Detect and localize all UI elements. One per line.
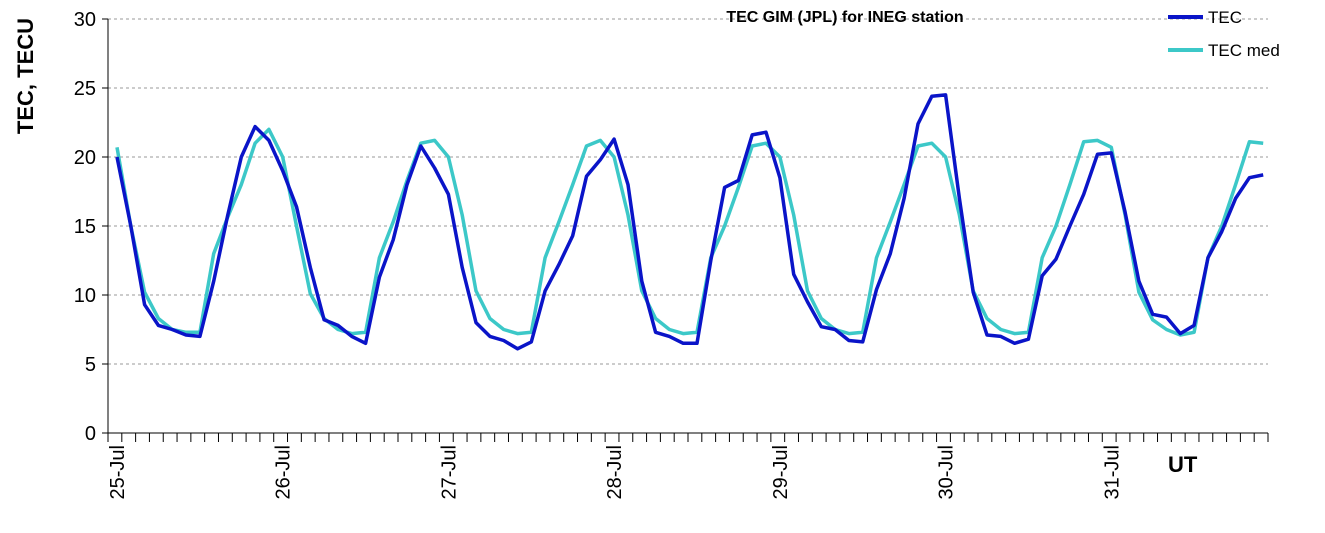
- gridlines: [108, 18, 1268, 365]
- y-tick-label: 25: [74, 78, 96, 100]
- x-tick-label: 27-Jul: [438, 445, 460, 499]
- series-line-tec: [115, 93, 1264, 351]
- x-axis-label: UT: [1168, 452, 1198, 477]
- x-tick-label: 29-Jul: [770, 445, 792, 499]
- y-axis: 0 5 10 15 20 25 30: [74, 9, 109, 445]
- legend: TEC TEC med: [1168, 8, 1280, 60]
- x-tick-label: 30-Jul: [936, 445, 958, 499]
- y-tick-label: 10: [74, 285, 96, 307]
- x-tick-label: 26-Jul: [273, 445, 295, 499]
- y-tick-label: 30: [74, 9, 96, 31]
- x-axis: 25-Jul 26-Jul 27-Jul 28-Jul 29-Jul 30-Jul 31-J…: [107, 432, 1269, 499]
- legend-label-tec-med: TEC med: [1208, 41, 1280, 60]
- series-layer: [115, 93, 1264, 351]
- y-tick-label: 5: [85, 354, 96, 376]
- x-tick-label: 25-Jul: [107, 445, 129, 499]
- y-tick-label: 0: [85, 423, 96, 445]
- x-tick-label: 28-Jul: [604, 445, 626, 499]
- y-axis-label: TEC, TECU: [13, 18, 38, 134]
- legend-label-tec: TEC: [1208, 8, 1242, 27]
- series-line-tec-med: [115, 127, 1264, 337]
- y-tick-label: 15: [74, 216, 96, 238]
- y-tick-label: 20: [74, 147, 96, 169]
- x-tick-label: 31-Jul: [1101, 445, 1123, 499]
- chart-title: TEC GIM (JPL) for INEG station: [726, 9, 963, 26]
